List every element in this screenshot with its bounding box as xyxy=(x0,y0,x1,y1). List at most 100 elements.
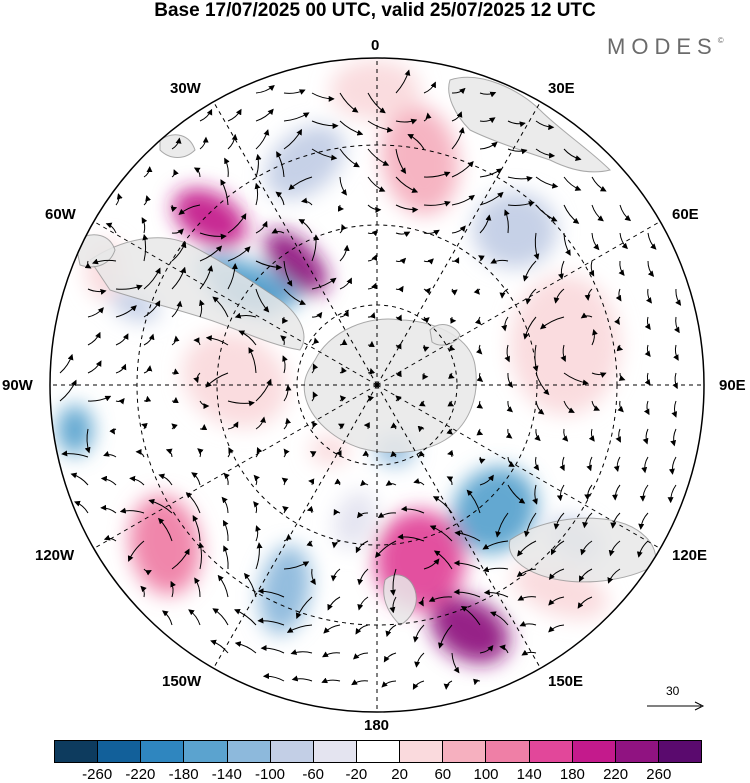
wind-arrow xyxy=(451,127,465,150)
wind-arrow xyxy=(59,379,77,402)
wind-arrow xyxy=(171,300,183,318)
wind-arrow xyxy=(422,344,430,353)
wind-arrow xyxy=(141,422,148,430)
wind-arrow xyxy=(483,589,509,598)
wind-arrow xyxy=(360,479,369,487)
wind-arrow xyxy=(339,244,350,262)
wind-arrow xyxy=(109,427,117,435)
wind-arrow xyxy=(476,400,484,409)
wind-arrow xyxy=(227,400,255,407)
wind-arrow xyxy=(100,475,117,486)
wind-arrow xyxy=(280,335,287,346)
wind-arrow xyxy=(490,258,509,264)
wind-arrow xyxy=(533,232,540,260)
wind-arrow xyxy=(397,533,425,542)
wind-arrow xyxy=(591,204,604,222)
wind-arrow xyxy=(185,492,201,514)
wind-arrow xyxy=(282,505,289,514)
wind-arrow xyxy=(504,209,510,234)
wind-arrow xyxy=(178,204,201,215)
wind-arrow xyxy=(367,176,386,192)
wind-arrow xyxy=(479,191,504,206)
wind-arrow xyxy=(608,540,621,557)
lon-label-90e: 90E xyxy=(719,377,746,394)
wind-arrow xyxy=(355,624,369,635)
wind-arrow xyxy=(191,472,201,486)
wind-arrow xyxy=(389,596,397,614)
wind-arrow xyxy=(390,450,397,458)
wind-arrow xyxy=(550,540,565,556)
wind-arrow xyxy=(165,448,173,458)
wind-arrow xyxy=(283,89,306,95)
wind-arrow xyxy=(227,421,239,430)
wind-arrow xyxy=(171,335,180,346)
wind-arrow xyxy=(647,232,657,250)
wind-arrow xyxy=(234,312,257,319)
wind-arrow xyxy=(548,568,565,581)
wind-arrow xyxy=(283,561,310,570)
lon-label-30w: 30W xyxy=(170,80,201,97)
wind-arrow xyxy=(115,397,125,405)
wind-arrow xyxy=(479,644,494,654)
wind-arrow xyxy=(423,229,440,236)
lon-label-60w: 60W xyxy=(45,206,76,223)
wind-arrow xyxy=(171,548,190,570)
wind-arrow xyxy=(171,137,182,150)
wind-arrow xyxy=(619,232,628,250)
wind-arrow xyxy=(673,316,680,334)
colorbar-swatch xyxy=(572,741,616,762)
wind-arrow xyxy=(553,512,565,530)
wind-arrow xyxy=(290,649,313,655)
wind-arrow xyxy=(367,282,377,290)
wind-arrow xyxy=(591,328,598,346)
wind-arrow xyxy=(92,258,117,265)
wind-arrow xyxy=(644,344,651,357)
wind-arrow xyxy=(451,87,466,95)
wind-arrow xyxy=(363,422,370,430)
wind-arrow xyxy=(257,588,285,598)
wind-arrow xyxy=(335,450,342,458)
reference-vector-label: 30 xyxy=(666,684,680,698)
wind-arrow xyxy=(447,449,454,458)
wind-arrow xyxy=(446,428,454,435)
wind-arrow xyxy=(506,400,514,413)
wind-arrow xyxy=(198,542,205,570)
wind-arrow xyxy=(212,296,229,318)
wind-arrow xyxy=(466,489,481,514)
wind-arrow xyxy=(127,540,145,562)
wind-arrow xyxy=(194,577,201,598)
wind-arrow xyxy=(255,446,263,458)
wind-arrow xyxy=(283,448,290,458)
wind-arrow xyxy=(339,277,352,290)
wind-arrow xyxy=(489,611,509,626)
wind-arrow xyxy=(582,512,593,529)
wind-arrow xyxy=(591,400,600,411)
wind-arrow xyxy=(141,217,148,234)
wind-arrow xyxy=(308,478,315,486)
wind-arrow xyxy=(143,568,152,576)
wind-arrow xyxy=(100,504,117,514)
wind-arrow xyxy=(422,372,429,380)
wind-arrow xyxy=(476,428,484,436)
wind-arrow xyxy=(367,367,376,375)
wind-arrow xyxy=(311,391,319,402)
wind-arrow xyxy=(460,606,481,626)
wind-arrow xyxy=(142,234,149,262)
wind-arrow xyxy=(532,344,539,372)
colorbar-tick-label: -220 xyxy=(125,766,156,783)
wind-arrow xyxy=(260,644,285,654)
wind-arrow xyxy=(367,312,376,319)
wind-arrow xyxy=(395,118,418,125)
wind-arrow xyxy=(171,228,184,235)
colorbar-swatch xyxy=(615,741,659,762)
wind-arrow xyxy=(339,366,347,374)
wind-arrow xyxy=(507,484,526,504)
wind-arrow xyxy=(333,508,341,516)
wind-arrow xyxy=(395,69,411,94)
wind-arrow xyxy=(193,337,201,346)
wind-arrow xyxy=(577,596,593,609)
wind-arrow xyxy=(507,120,526,128)
wind-arrow xyxy=(507,175,533,182)
wind-arrow xyxy=(451,225,466,234)
wind-arrow xyxy=(584,484,593,501)
